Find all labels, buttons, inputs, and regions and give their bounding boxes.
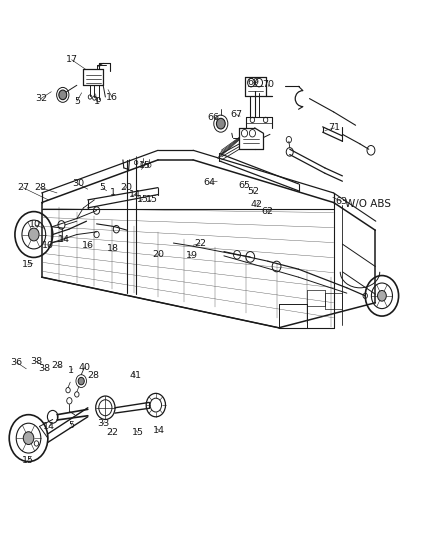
Text: 20: 20 xyxy=(152,251,164,259)
Text: 71: 71 xyxy=(328,124,340,132)
Text: 10: 10 xyxy=(42,241,54,249)
Text: 5: 5 xyxy=(74,97,80,106)
Text: 62: 62 xyxy=(261,207,273,216)
Circle shape xyxy=(216,118,225,129)
Text: 20: 20 xyxy=(120,183,132,192)
Text: 1: 1 xyxy=(110,189,116,197)
Text: 64: 64 xyxy=(203,178,215,187)
Text: 70: 70 xyxy=(261,80,273,88)
Text: 69: 69 xyxy=(247,78,259,86)
Text: 22: 22 xyxy=(194,239,206,248)
Text: 14: 14 xyxy=(152,426,165,434)
Text: 36: 36 xyxy=(11,358,23,367)
Text: 42: 42 xyxy=(250,200,262,209)
Circle shape xyxy=(78,377,84,385)
Text: 14: 14 xyxy=(129,190,141,199)
Text: 10: 10 xyxy=(29,221,41,229)
Text: 63: 63 xyxy=(335,197,347,206)
Circle shape xyxy=(377,290,385,301)
Text: 15: 15 xyxy=(132,429,144,437)
Text: 5: 5 xyxy=(68,421,74,430)
Text: 1: 1 xyxy=(68,366,74,375)
Text: 28: 28 xyxy=(34,183,46,192)
Text: 5: 5 xyxy=(99,183,105,192)
Text: 41: 41 xyxy=(129,371,141,379)
Text: 15: 15 xyxy=(21,260,34,269)
Text: 32: 32 xyxy=(35,94,47,103)
Text: 15: 15 xyxy=(145,196,157,204)
Text: 38: 38 xyxy=(30,357,42,366)
Text: 15: 15 xyxy=(138,161,151,169)
Text: 1: 1 xyxy=(93,97,99,106)
Text: 28: 28 xyxy=(51,361,63,369)
Text: 16: 16 xyxy=(81,241,94,249)
Text: 66: 66 xyxy=(207,113,219,122)
Text: 30: 30 xyxy=(72,180,84,188)
Text: 28: 28 xyxy=(87,371,99,379)
Text: 27: 27 xyxy=(17,183,29,192)
Text: 40: 40 xyxy=(78,364,91,372)
Text: W/O ABS: W/O ABS xyxy=(344,199,390,208)
Text: 22: 22 xyxy=(106,428,118,437)
Text: 16: 16 xyxy=(106,93,118,101)
Text: 65: 65 xyxy=(238,181,250,190)
Text: 38: 38 xyxy=(38,365,50,373)
Text: 15: 15 xyxy=(21,456,34,465)
Circle shape xyxy=(23,432,34,445)
Text: 15: 15 xyxy=(136,195,148,204)
Text: 33: 33 xyxy=(97,419,109,428)
Text: 14: 14 xyxy=(57,236,70,244)
Text: 18: 18 xyxy=(107,245,119,253)
Text: 17: 17 xyxy=(65,55,78,64)
Text: 14: 14 xyxy=(43,422,55,431)
Circle shape xyxy=(28,228,39,241)
Circle shape xyxy=(59,90,67,100)
Text: 52: 52 xyxy=(247,188,259,196)
Text: 67: 67 xyxy=(230,110,242,119)
Text: 19: 19 xyxy=(185,252,198,260)
